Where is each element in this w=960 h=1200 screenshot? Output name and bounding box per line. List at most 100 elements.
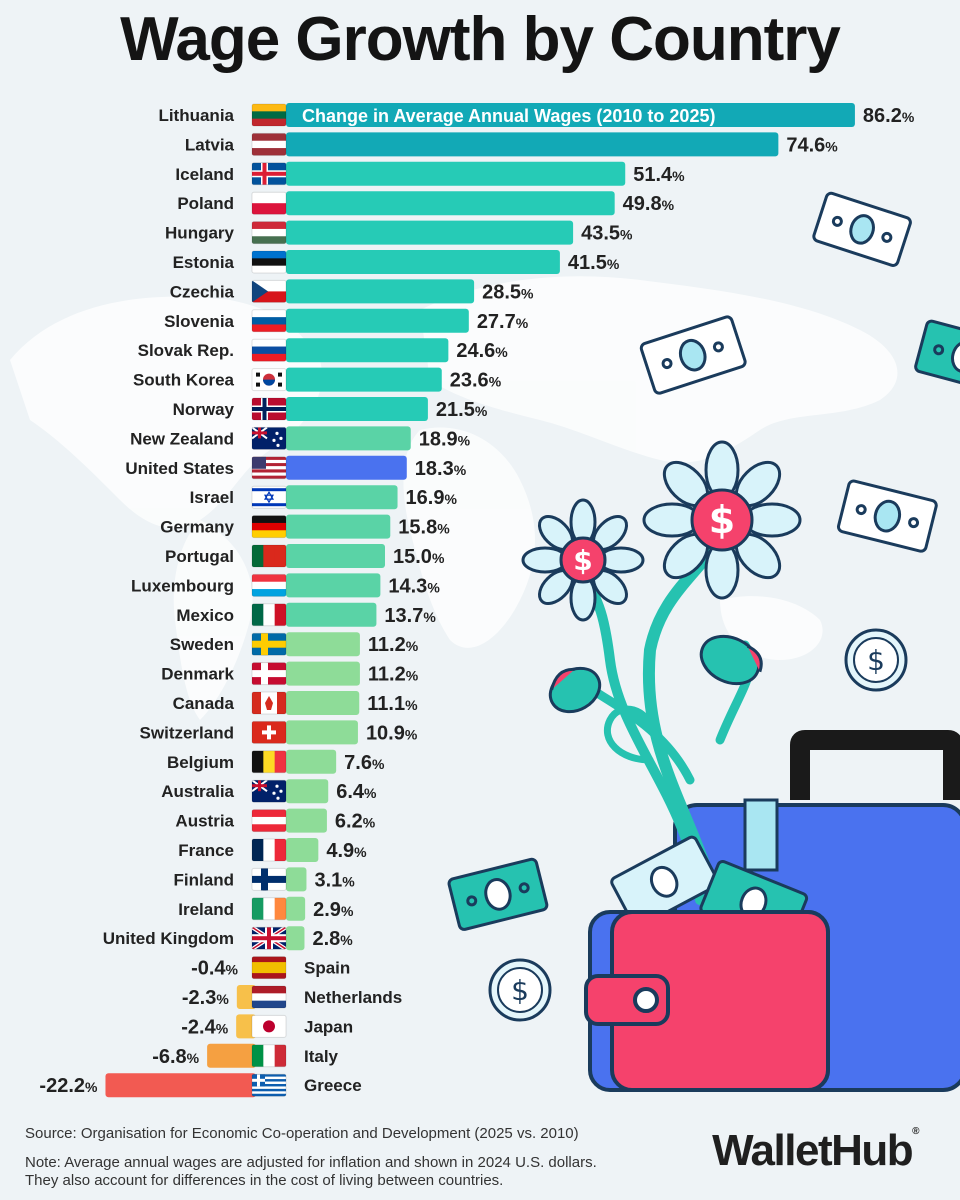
flag-czechia-icon <box>251 279 287 303</box>
bar-row-united-kingdom: United Kingdom 2.8% <box>103 926 353 951</box>
value-label: 24.6% <box>456 340 508 362</box>
value-label: 6.2% <box>335 811 376 833</box>
bar <box>286 132 779 157</box>
bar <box>207 1043 256 1068</box>
country-label: Portugal <box>165 547 234 566</box>
bar <box>236 1014 256 1039</box>
country-label: Poland <box>177 194 234 213</box>
bar-row-netherlands: Netherlands -2.3% <box>182 985 402 1009</box>
coin-dollar-icon: $ <box>844 628 908 692</box>
country-label: Italy <box>304 1047 339 1066</box>
flag-lithuania-icon <box>251 103 287 127</box>
value-label: 43.5% <box>581 223 633 245</box>
bar-row-slovak-rep: Slovak Rep. 24.6% <box>138 338 508 363</box>
bar <box>286 514 391 539</box>
flag-greece-icon <box>251 1073 287 1097</box>
value-label: 74.6% <box>786 134 838 156</box>
flag-portugal-icon <box>251 544 287 568</box>
country-label: Germany <box>160 518 234 537</box>
country-label: Belgium <box>167 753 234 772</box>
flag-south-korea-icon <box>251 368 287 392</box>
value-label: 13.7% <box>384 605 436 627</box>
brand-logo: WalletHub® <box>712 1126 919 1175</box>
methodology-note-2: They also account for differences in the… <box>25 1172 504 1189</box>
country-label: Canada <box>173 694 235 713</box>
bar-row-estonia: Estonia 41.5% <box>173 250 620 274</box>
value-label: 11.2% <box>368 634 419 656</box>
value-label: 2.8% <box>312 928 353 950</box>
value-label: 11.2% <box>368 664 419 686</box>
flag-iceland-icon <box>251 162 287 186</box>
value-label: 6.4% <box>336 781 377 803</box>
value-label: 18.3% <box>415 458 467 480</box>
country-label: New Zealand <box>130 429 234 448</box>
brand-name: WalletHub <box>712 1126 913 1175</box>
bar-row-greece: Greece -22.2% <box>39 1073 362 1098</box>
value-label: 14.3% <box>388 575 440 597</box>
country-label: Norway <box>173 400 235 419</box>
bar-row-austria: Austria 6.2% <box>175 808 376 833</box>
flag-united-states-icon <box>251 456 287 480</box>
country-label: Iceland <box>175 165 234 184</box>
page-title: Wage Growth by Country <box>120 5 841 74</box>
flag-luxembourg-icon <box>251 573 287 597</box>
flag-ireland-icon <box>251 897 287 921</box>
flag-belgium-icon <box>251 750 287 774</box>
bar <box>286 720 358 745</box>
money-bill-icon <box>914 319 960 394</box>
country-label: Sweden <box>170 635 234 654</box>
country-label: Israel <box>190 488 234 507</box>
country-label: France <box>178 841 234 860</box>
money-bill-icon <box>812 191 912 267</box>
value-label: 86.2% <box>863 105 915 127</box>
bar <box>286 103 855 127</box>
value-label: -2.4% <box>181 1016 228 1038</box>
value-label: -22.2% <box>39 1075 98 1097</box>
country-label: Japan <box>304 1017 353 1036</box>
bar-row-czechia: Czechia 28.5% <box>170 279 534 304</box>
bar-row-germany: Germany 15.8% <box>160 514 450 539</box>
bar <box>286 367 442 392</box>
country-label: Spain <box>304 959 350 978</box>
country-label: Slovenia <box>164 312 234 331</box>
flag-australia-icon <box>251 779 287 803</box>
bar <box>286 250 560 274</box>
bar-row-slovenia: Slovenia 27.7% <box>164 308 529 333</box>
value-label: 21.5% <box>436 399 488 421</box>
bar <box>286 426 411 451</box>
bar <box>286 838 319 862</box>
bar <box>286 867 307 892</box>
bar-row-france: France 4.9% <box>178 838 367 862</box>
bar-row-luxembourg: Luxembourg 14.3% <box>131 573 440 598</box>
country-label: Czechia <box>170 282 235 301</box>
bar <box>286 779 329 804</box>
money-bill-icon <box>447 857 549 931</box>
value-label: 4.9% <box>326 840 367 862</box>
country-label: Greece <box>304 1076 362 1095</box>
value-label: 23.6% <box>450 370 502 392</box>
bar <box>286 544 385 568</box>
value-label: 51.4% <box>633 164 685 186</box>
value-label: 2.9% <box>313 899 354 921</box>
bar <box>236 985 256 1009</box>
country-label: Switzerland <box>140 723 234 742</box>
flag-finland-icon <box>251 867 287 891</box>
flag-denmark-icon <box>251 662 287 686</box>
bar <box>286 485 398 510</box>
bar-row-mexico: Mexico 13.7% <box>176 602 436 627</box>
value-label: -6.8% <box>152 1046 199 1068</box>
bar <box>286 455 407 480</box>
bar-row-ireland: Ireland 2.9% <box>178 896 354 921</box>
value-label: 15.8% <box>398 517 450 539</box>
bar-row-hungary: Hungary 43.5% <box>165 220 633 245</box>
flag-slovenia-icon <box>251 309 287 333</box>
flag-germany-icon <box>251 515 287 539</box>
country-label: Mexico <box>176 606 234 625</box>
bar-row-canada: Canada 11.1% <box>173 691 418 715</box>
country-label: Latvia <box>185 135 235 154</box>
flag-israel-icon <box>251 485 287 509</box>
world-map <box>10 276 898 720</box>
flag-spain-icon <box>251 956 287 980</box>
